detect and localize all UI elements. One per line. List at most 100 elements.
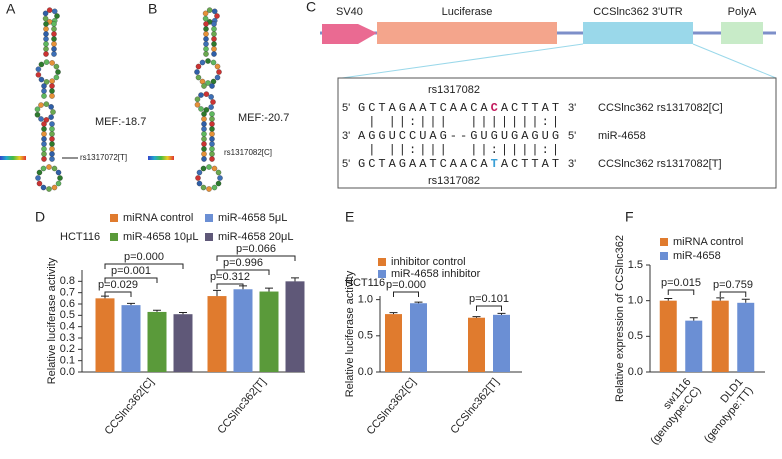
- y-tick-label: 0.3: [60, 332, 75, 344]
- pairing: | ||:||| |||||||:|: [358, 115, 562, 129]
- nucleotide: [48, 104, 54, 110]
- nucleotide: [196, 169, 203, 176]
- y-tick-label: 0.5: [628, 330, 643, 342]
- nucleotide: [46, 186, 52, 192]
- legend-label: miR-4658 20μL: [218, 231, 293, 243]
- y-axis-label: Relative luciferase activity: [46, 257, 58, 384]
- nucleotide: [46, 7, 53, 13]
- nucleotide: [210, 59, 217, 66]
- bracket: [104, 277, 158, 283]
- legend-swatch: [205, 233, 213, 241]
- bracket: [216, 283, 244, 289]
- nucleotide: [49, 93, 55, 99]
- nucleotide: [57, 175, 63, 181]
- nucleotide: [40, 165, 47, 172]
- y-axis-label: Relative luciferase activity: [344, 270, 356, 397]
- legend-label: inhibitor control: [391, 256, 466, 268]
- snp-base: C: [491, 101, 501, 115]
- nucleotide: [41, 151, 47, 157]
- nucleotide: [203, 91, 210, 97]
- sequence-part: GCTAGAATCAACA: [358, 157, 491, 171]
- bar: [121, 305, 141, 372]
- x-tick-label: sw1116(genotype:CC): [638, 376, 703, 447]
- nucleotide: [202, 15, 209, 22]
- panel-label: D: [35, 209, 45, 225]
- bar: [685, 320, 703, 372]
- snp-label: rs1317072[T]: [80, 153, 127, 162]
- connector: [692, 43, 777, 79]
- p-value: p=0.066: [236, 243, 276, 255]
- nucleotide: [53, 74, 60, 81]
- nucleotide: [201, 126, 207, 132]
- nucleotide: [41, 131, 47, 137]
- nucleotide: [201, 136, 207, 142]
- error-bar: [127, 302, 135, 306]
- snp-base: T: [491, 157, 501, 171]
- nucleotide: [38, 116, 44, 122]
- legend-swatch: [378, 258, 386, 266]
- bar: [207, 296, 227, 372]
- color-scale: [0, 156, 26, 160]
- polya-box: [721, 22, 763, 44]
- nucleotide: [41, 146, 47, 152]
- nucleotide: [38, 76, 45, 83]
- nucleotide: [209, 116, 215, 122]
- color-scale: [148, 156, 174, 160]
- x-tick-label: CCSlnc362[C]: [365, 376, 419, 437]
- nucleotide: [203, 26, 209, 32]
- legend-swatch: [660, 252, 668, 260]
- luciferase-box: [377, 22, 557, 44]
- y-tick-label: 0.0: [358, 366, 373, 378]
- p-value: p=0.029: [98, 279, 138, 291]
- nucleotide: [203, 46, 209, 52]
- nucleotide: [203, 21, 209, 27]
- nucleotide: [209, 136, 215, 142]
- bracket: [719, 291, 747, 297]
- nucleotide: [42, 15, 49, 22]
- x-tick-label: CCSlnc362[C]: [103, 376, 157, 437]
- y-tick-label: 0.5: [60, 309, 75, 321]
- nucleotide: [209, 83, 215, 89]
- error-bar: [716, 297, 725, 301]
- nucleotide: [41, 121, 47, 127]
- nucleotide: [43, 21, 49, 27]
- y-tick-label: 0.4: [60, 321, 75, 333]
- nucleotide: [201, 156, 207, 162]
- p-value: p=0.001: [111, 265, 151, 277]
- seq-name: miR-4658: [598, 130, 646, 142]
- nucleotide: [214, 13, 220, 19]
- nucleotide: [201, 116, 207, 122]
- sequence-part: GCTAGAATCAACA: [358, 101, 491, 115]
- panel-label: B: [148, 1, 157, 17]
- sequence-box: [337, 77, 777, 189]
- error-bar: [741, 298, 750, 303]
- error-bar: [414, 301, 423, 304]
- x-tick-label: CCSlnc362[T]: [215, 376, 268, 436]
- nucleotide: [211, 21, 217, 27]
- nucleotide: [208, 104, 214, 110]
- error-bar: [291, 277, 299, 282]
- bar: [285, 281, 305, 372]
- nucleotide: [201, 111, 207, 117]
- bracket: [393, 291, 419, 297]
- seq-end: 3': [342, 130, 350, 142]
- nucleotide: [55, 69, 61, 75]
- nucleotide: [54, 13, 60, 19]
- p-value: p=0.015: [661, 277, 701, 289]
- nucleotide: [217, 175, 223, 181]
- legend-label: miR-4658 10μL: [123, 231, 198, 243]
- nucleotide: [43, 31, 49, 37]
- y-tick-label: 0.6: [60, 298, 75, 310]
- sequence: GCTAGAATCAACACACTTAT: [358, 101, 562, 115]
- nucleotide: [194, 96, 201, 103]
- nucleotide: [215, 180, 222, 187]
- y-tick-label: 0.7: [60, 287, 75, 299]
- y-tick-label: 0.0: [60, 366, 75, 378]
- panel-label: C: [306, 0, 316, 15]
- nucleotide: [211, 41, 217, 47]
- nucleotide: [36, 180, 43, 187]
- nucleotide: [205, 80, 211, 86]
- nucleotide: [210, 99, 216, 105]
- seq-end: 3': [568, 102, 576, 114]
- bracket: [104, 291, 132, 297]
